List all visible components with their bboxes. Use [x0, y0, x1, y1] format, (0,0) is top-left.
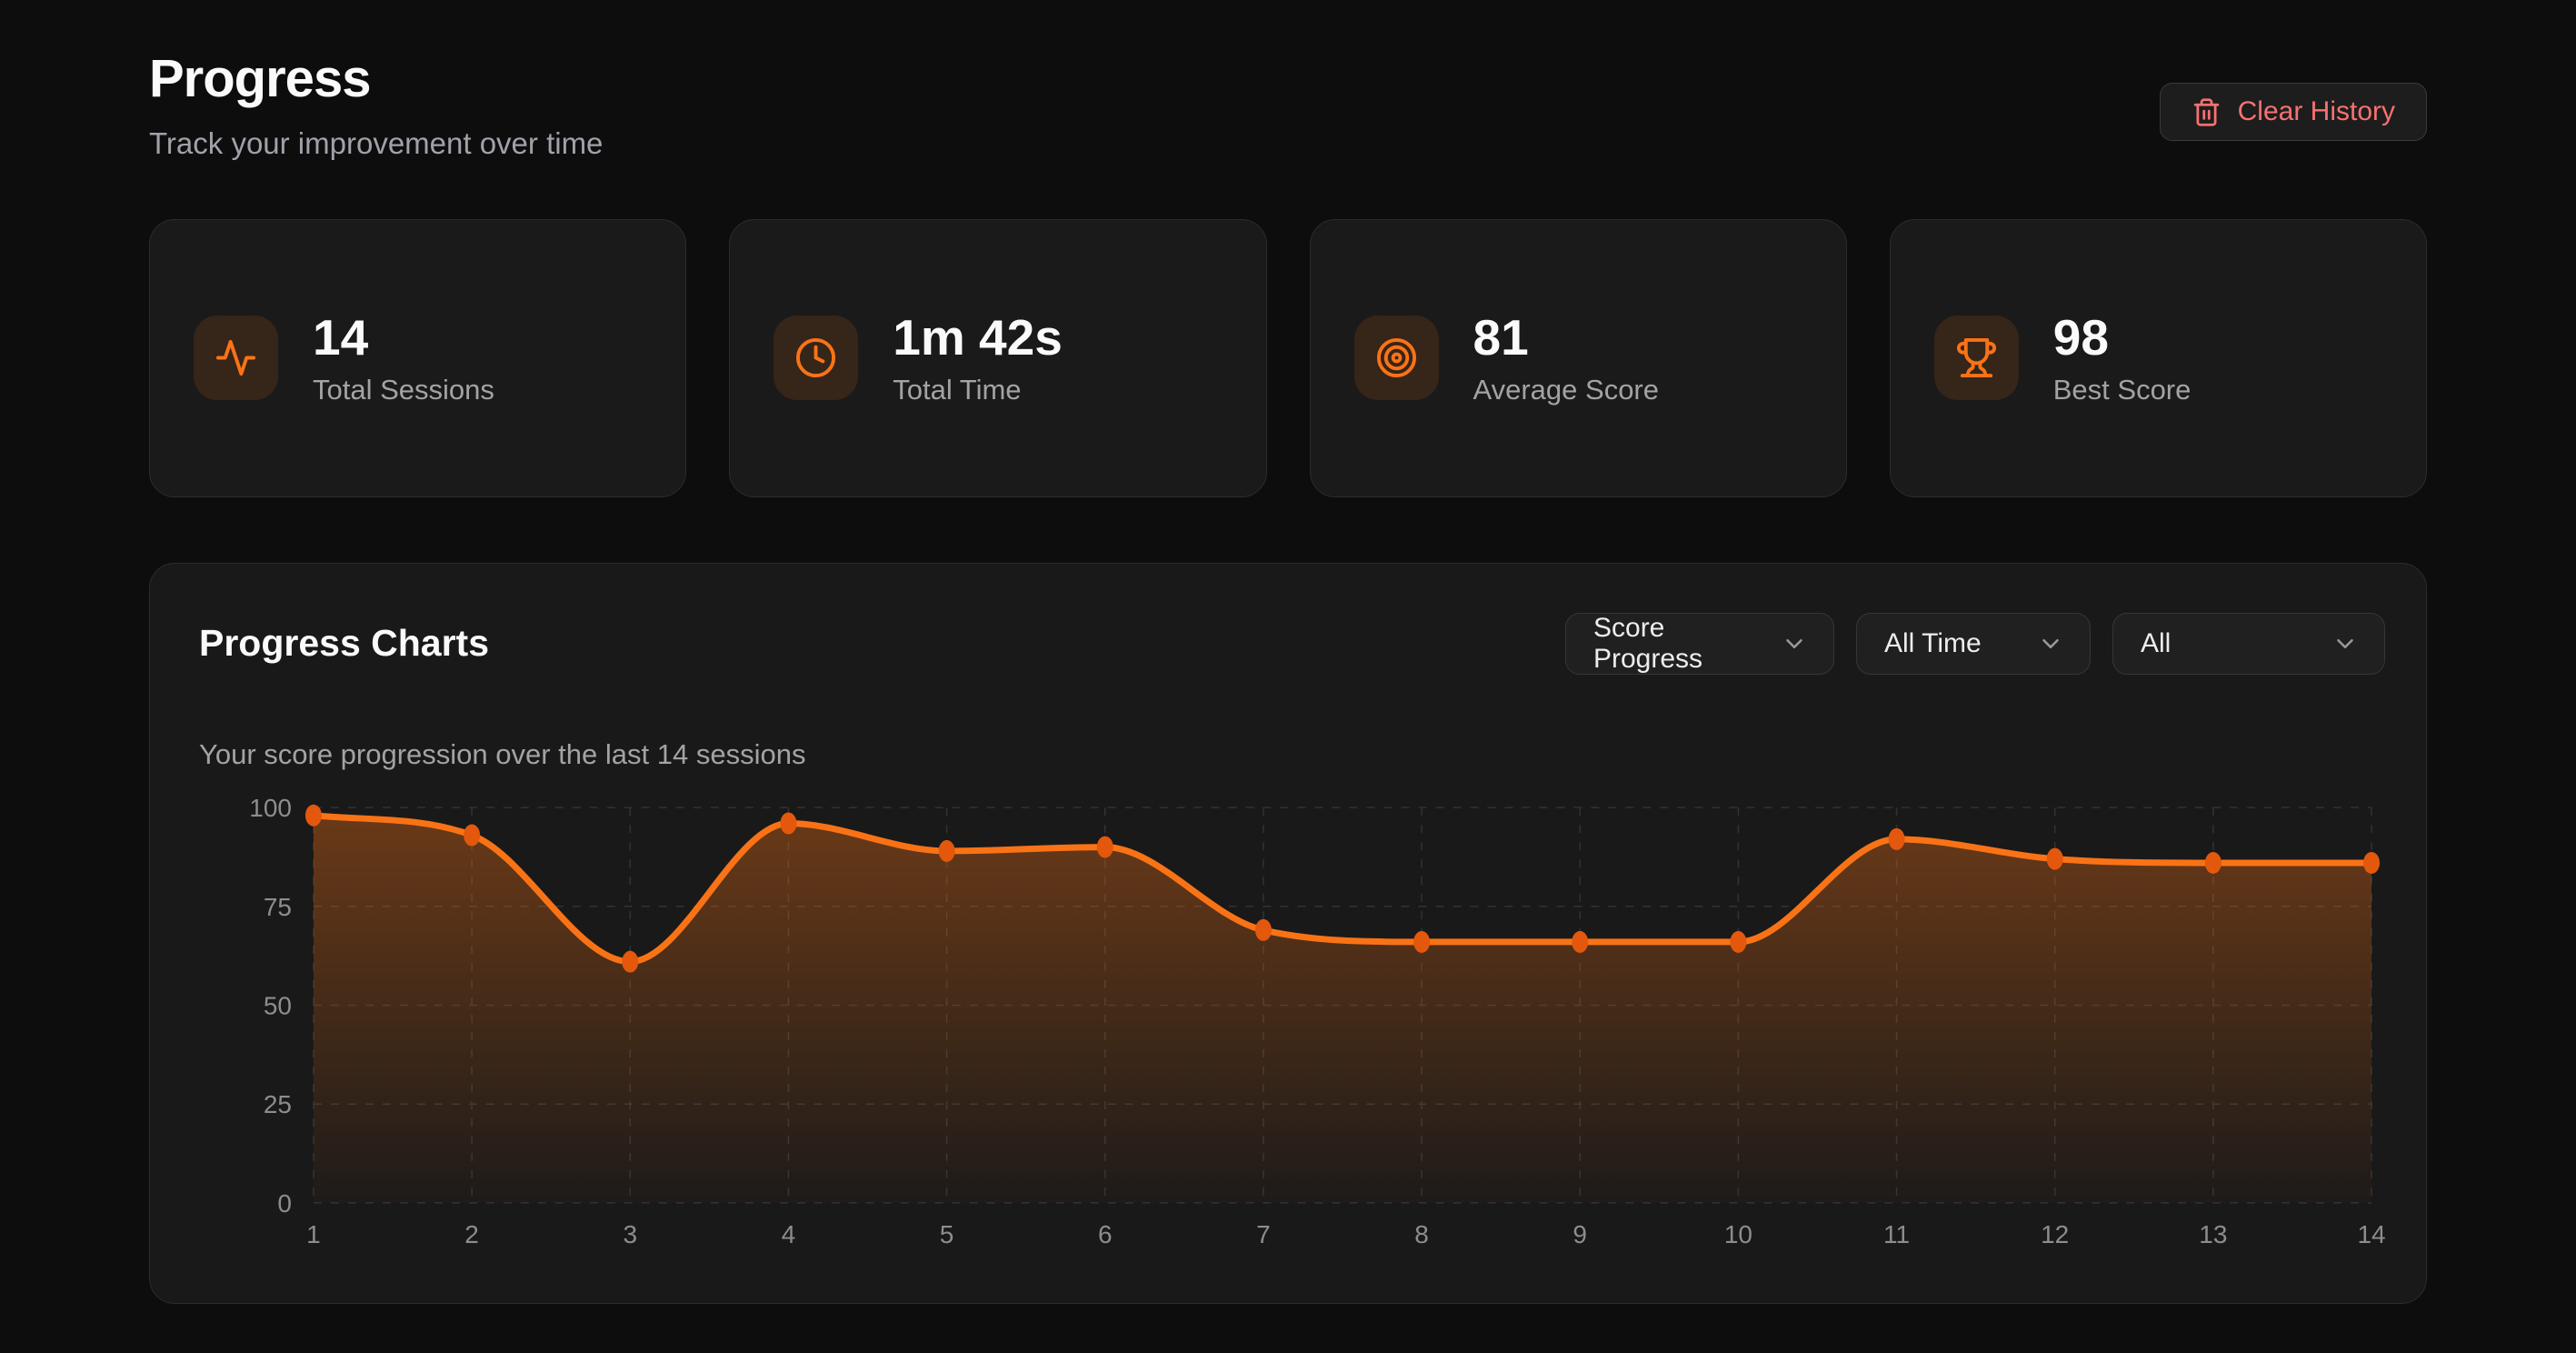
svg-text:0: 0: [277, 1189, 292, 1218]
svg-text:25: 25: [264, 1090, 292, 1118]
svg-text:4: 4: [782, 1220, 796, 1248]
svg-text:9: 9: [1573, 1220, 1587, 1248]
stat-label: Best Score: [2052, 373, 2192, 406]
svg-text:11: 11: [1883, 1220, 1910, 1248]
target-icon: [1353, 316, 1439, 401]
clock-icon: [774, 316, 859, 401]
score-progress-chart[interactable]: 0 25 50 75 100 1 2 3 4 5 6 7 8 9 10 11 12 13 14: [150, 777, 2426, 1250]
time-range-select-value: All Time: [1884, 627, 1982, 658]
stat-value: 1m 42s: [893, 309, 1063, 366]
svg-text:7: 7: [1256, 1220, 1271, 1248]
stat-text: 81 Average Score: [1473, 310, 1660, 406]
svg-text:6: 6: [1098, 1220, 1113, 1248]
svg-text:5: 5: [940, 1220, 954, 1248]
svg-text:3: 3: [623, 1220, 637, 1248]
stat-text: 14 Total Sessions: [313, 310, 494, 406]
category-select-value: All: [2141, 627, 2172, 658]
stat-card-total-time: 1m 42s Total Time: [729, 218, 1267, 497]
svg-text:14: 14: [2357, 1220, 2385, 1248]
page-header: Progress Track your improvement over tim…: [149, 50, 2427, 161]
svg-text:100: 100: [249, 794, 292, 822]
svg-text:75: 75: [264, 893, 292, 921]
svg-text:8: 8: [1414, 1220, 1429, 1248]
page-subtitle: Track your improvement over time: [149, 125, 604, 160]
clear-history-label: Clear History: [2237, 96, 2395, 126]
chart-subtitle: Your score progression over the last 14 …: [199, 737, 806, 770]
stat-value: 81: [1473, 309, 1529, 366]
stat-value: 98: [2052, 309, 2109, 366]
stat-card-average-score: 81 Average Score: [1309, 218, 1847, 497]
charts-title: Progress Charts: [199, 622, 490, 665]
page-header-text: Progress Track your improvement over tim…: [149, 50, 603, 161]
stat-value: 14: [313, 309, 369, 366]
chart-type-select-value: Score Progress: [1593, 612, 1703, 674]
svg-text:10: 10: [1724, 1220, 1752, 1248]
chart-card-header: Progress Charts Score Progress All Time …: [150, 564, 2426, 675]
chart-filters: Score Progress All Time All: [1565, 612, 2385, 675]
svg-text:1: 1: [306, 1220, 321, 1248]
stat-label: Total Time: [893, 373, 1022, 406]
clear-history-button[interactable]: Clear History: [2159, 83, 2427, 141]
stat-text: 98 Best Score: [2053, 310, 2192, 406]
activity-icon: [194, 316, 278, 401]
svg-text:13: 13: [2199, 1220, 2227, 1248]
progress-charts-card: Progress Charts Score Progress All Time …: [149, 562, 2427, 1304]
stat-card-best-score: 98 Best Score: [1889, 218, 2427, 497]
chevron-down-icon: [1781, 630, 1808, 657]
stat-label: Average Score: [1473, 373, 1660, 406]
trophy-icon: [1933, 316, 2019, 401]
chart-type-select[interactable]: Score Progress: [1565, 612, 1834, 675]
page-title: Progress: [149, 49, 371, 108]
stats-row: 14 Total Sessions 1m 42s Total Time: [149, 218, 2427, 497]
progress-page: Progress Track your improvement over tim…: [149, 50, 2427, 1304]
svg-text:12: 12: [2041, 1220, 2069, 1248]
svg-text:50: 50: [264, 991, 292, 1019]
svg-text:2: 2: [464, 1220, 479, 1248]
trash-icon: [2192, 97, 2222, 127]
category-select[interactable]: All: [2112, 612, 2385, 675]
chevron-down-icon: [2037, 630, 2064, 657]
stat-card-total-sessions: 14 Total Sessions: [149, 218, 687, 497]
stat-text: 1m 42s Total Time: [893, 310, 1063, 406]
time-range-select[interactable]: All Time: [1856, 612, 2091, 675]
chevron-down-icon: [2331, 630, 2359, 657]
stat-label: Total Sessions: [313, 373, 494, 406]
